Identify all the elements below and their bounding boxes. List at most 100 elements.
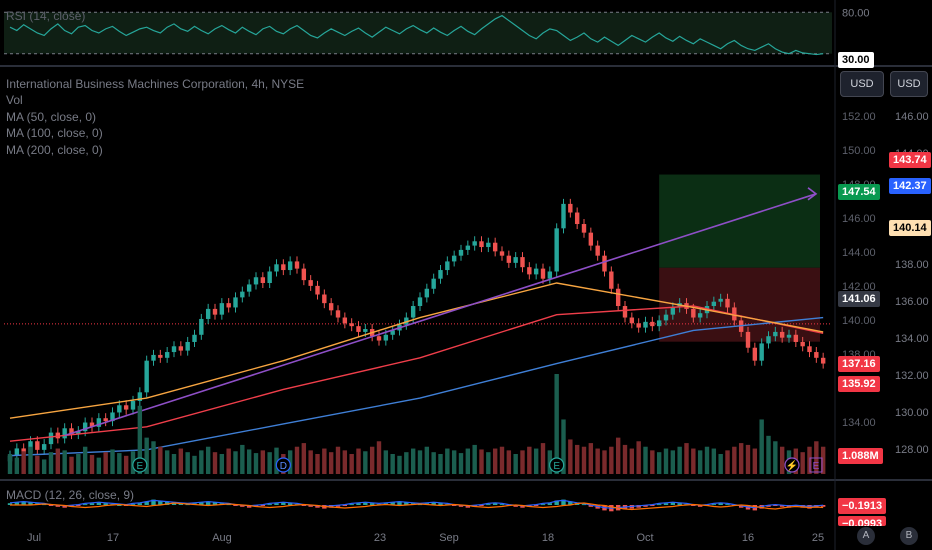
candle <box>479 241 484 248</box>
candle <box>363 329 368 332</box>
candle <box>287 261 293 271</box>
volume-bar <box>479 449 484 474</box>
volume-bar <box>677 446 682 474</box>
symbol-title: International Business Machines Corporat… <box>6 77 305 91</box>
candle <box>629 317 635 324</box>
candle <box>151 354 156 361</box>
volume-bar <box>451 450 457 474</box>
candle <box>759 343 764 361</box>
macd-hist-bar <box>479 505 484 506</box>
volume-bar <box>335 446 341 474</box>
ma200-tag: 143.74 <box>889 152 931 168</box>
volume-bar <box>499 446 505 474</box>
macd-hist-bar <box>554 500 559 505</box>
volume-bar <box>759 419 764 474</box>
earnings-marker-box <box>809 457 823 473</box>
macd-hist-bar <box>199 502 204 505</box>
candle <box>663 314 669 321</box>
volume-bar <box>520 450 525 474</box>
volume-bar <box>609 446 614 474</box>
event-circle <box>275 457 291 473</box>
volume-bar <box>773 441 778 474</box>
macd-hist-bar <box>342 505 348 506</box>
volume-bar <box>171 454 177 474</box>
macd-tag: −0.1913 <box>838 498 887 514</box>
volume-bar <box>363 451 368 474</box>
volume-bar <box>554 374 559 474</box>
candle <box>14 448 20 456</box>
macd-signal-line <box>10 502 824 511</box>
candle <box>62 428 67 439</box>
macd-hist-bar <box>301 505 307 506</box>
volume-bar <box>356 448 361 474</box>
candle <box>527 267 532 275</box>
macd-hist-bar <box>137 503 143 505</box>
rsi-pane <box>9 14 824 56</box>
volume-bar <box>766 435 771 474</box>
macd-hist-bar <box>540 504 546 506</box>
candle <box>615 288 621 307</box>
candle <box>117 405 122 413</box>
candle <box>752 347 758 361</box>
macd-hist-bar <box>697 505 703 507</box>
macd-hist-bar <box>89 503 95 505</box>
price-tick-right: 130.00 <box>895 407 929 419</box>
stop-tag: 135.92 <box>838 376 880 392</box>
volume-bar <box>28 446 33 474</box>
candle <box>636 323 641 328</box>
volume-bar <box>137 405 143 474</box>
ma100-label: MA (100, close, 0) <box>6 126 103 140</box>
candle <box>588 232 594 246</box>
volume-bar <box>725 450 730 474</box>
macd-hist-bar <box>28 502 33 505</box>
vol-label: Vol <box>6 93 23 107</box>
macd-hist-bar <box>363 502 368 505</box>
price-tick-inner: 142.00 <box>842 281 876 293</box>
volume-bar <box>240 444 245 474</box>
candle <box>89 422 95 427</box>
volume-bar <box>82 446 88 474</box>
volume-bar <box>684 443 689 474</box>
macd-hist-bar <box>499 504 505 506</box>
candle <box>294 261 300 269</box>
price-tick-right: 134.00 <box>895 333 929 345</box>
volume-bar <box>506 450 512 474</box>
currency-button-right[interactable]: USD <box>890 71 928 97</box>
candle <box>786 334 792 338</box>
volume-bar <box>643 446 648 474</box>
ma50-tag: 140.14 <box>889 220 931 236</box>
volume-bar <box>732 446 737 474</box>
candle <box>554 228 559 272</box>
candle <box>383 334 389 341</box>
macd-hist-bar <box>287 503 293 505</box>
volume-bar <box>123 455 129 474</box>
macd-hist-bar <box>14 502 20 505</box>
macd-hist-bar <box>725 504 730 506</box>
event-circle <box>549 457 565 473</box>
candle <box>595 245 600 256</box>
macd-hist-bar <box>820 505 826 507</box>
volume-bar <box>96 457 102 474</box>
macd-hist-bar <box>458 505 464 507</box>
auto-scale-button[interactable]: A <box>857 527 875 545</box>
candle <box>568 203 573 213</box>
volume-bar <box>322 448 327 474</box>
rsi-band <box>4 12 832 54</box>
candle <box>76 431 81 435</box>
macd-hist-bar <box>7 503 13 505</box>
macd-hist-bar <box>438 503 443 505</box>
volume-bar <box>144 437 149 474</box>
candle <box>451 255 457 262</box>
log-scale-button[interactable]: B <box>900 527 918 545</box>
macd-hist-bar <box>356 503 361 505</box>
candle <box>233 297 238 308</box>
volume-bar <box>103 452 108 474</box>
price-tick-inner: 134.00 <box>842 417 876 429</box>
currency-button-left[interactable]: USD <box>840 71 884 97</box>
volume-bar <box>445 448 450 474</box>
volume-bar <box>438 454 443 474</box>
x-tick-label: 16 <box>742 532 754 544</box>
macd-hist-bar <box>643 505 648 507</box>
volume-bar <box>738 443 744 474</box>
